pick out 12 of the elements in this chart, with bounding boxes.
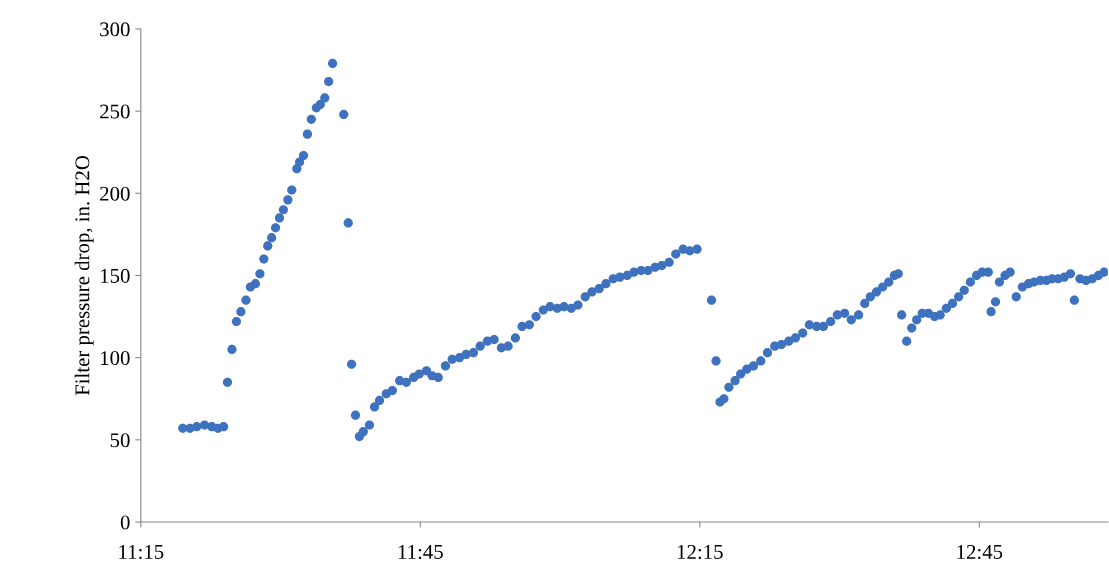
y-tick-label: 300 (100, 22, 130, 37)
x-tick-label: 11:15 (119, 544, 164, 559)
y-tick-label: 100 (101, 351, 130, 366)
y-tick-label: 200 (100, 186, 130, 201)
x-tick-label: 12:15 (677, 544, 723, 559)
y-tick-label: 50 (110, 433, 130, 448)
x-tick-label: 11:45 (398, 544, 443, 559)
x-tick-label: 12:45 (957, 544, 1003, 559)
y-tick-label: 0 (120, 515, 130, 530)
y-tick-label: 250 (100, 104, 130, 119)
y-axis-title: Filter pressure drop, in. H2O (74, 155, 94, 396)
y-tick-label: 150 (101, 268, 130, 283)
